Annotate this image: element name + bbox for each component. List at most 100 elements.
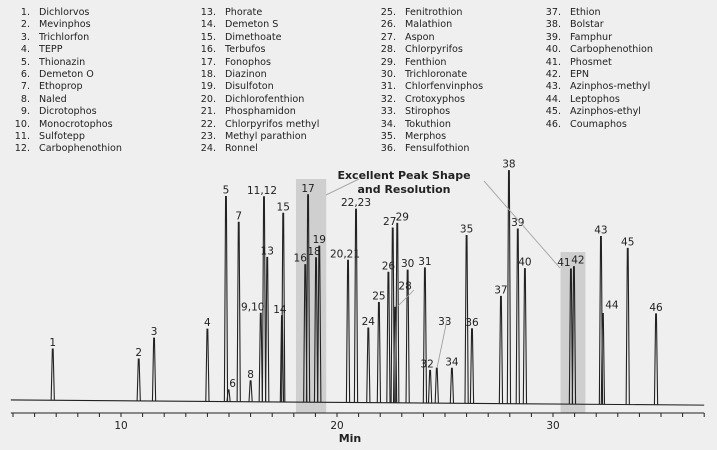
legend-number: 23. <box>200 130 216 142</box>
x-tick-label: 10 <box>114 420 127 432</box>
legend-compound-name: Crotoxyphos <box>405 93 466 105</box>
legend-column-2: 13. Phorate 14. Demeton S 15. Dimethoate 16. Te… <box>192 7 320 156</box>
peak-label: 22,23 <box>341 197 371 209</box>
peak-label: 36 <box>465 317 479 329</box>
legend-compound-name: Coumaphos <box>570 118 627 130</box>
legend-compound-name: Tokuthion <box>405 118 451 130</box>
legend-item: 36. Fensulfothion <box>372 143 483 155</box>
legend-item: 38. Bolstar <box>537 19 653 31</box>
legend-item: 1. Dichlorvos <box>6 7 122 19</box>
legend-item: 21. Phosphamidon <box>192 106 319 118</box>
legend-item: 39. Famphur <box>537 32 653 44</box>
legend-item: 26. Malathion <box>372 19 483 31</box>
peak-label: 43 <box>594 225 607 237</box>
compound-legend: 1. Dichlorvos 2. Mevinphos 3. Trichlorfon 4. TE… <box>0 0 717 160</box>
peak-30 <box>405 269 410 403</box>
legend-compound-name: Bolstar <box>570 19 604 31</box>
baseline <box>10 399 705 406</box>
legend-compound-name: Azinphos-ethyl <box>570 106 641 118</box>
peak-46 <box>653 313 659 405</box>
legend-compound-name: Sulfotepp <box>39 130 85 142</box>
legend-number: 14. <box>200 19 216 31</box>
peak-41 <box>568 268 574 405</box>
legend-number: 28. <box>380 44 396 56</box>
legend-item: 43. Azinphos-methyl <box>537 81 653 93</box>
legend-number: 13. <box>200 7 216 18</box>
peak-label: 44 <box>605 299 619 311</box>
legend-item: 34. Tokuthion <box>372 119 483 131</box>
peak-27 <box>390 227 395 403</box>
legend-item: 10. Monocrotophos <box>6 119 122 131</box>
peak-3 <box>151 337 157 402</box>
peak-label: 40 <box>518 257 531 269</box>
peak-label: 5 <box>223 185 230 197</box>
peak-22-23 <box>353 208 359 403</box>
peak-label: 15 <box>277 201 290 213</box>
legend-compound-name: Fenthion <box>405 56 447 68</box>
legend-compound-name: Chlorpyrifos methyl <box>225 118 320 130</box>
legend-item: 12. Carbophenothion <box>6 143 122 155</box>
peak-32 <box>427 369 433 404</box>
peak-5 <box>223 195 229 402</box>
peak-label: 17 <box>301 183 314 195</box>
legend-compound-name: Malathion <box>405 19 453 31</box>
legend-number: 34. <box>380 118 396 130</box>
peak-label: 30 <box>401 258 414 270</box>
legend-number: 27. <box>380 31 396 43</box>
legend-compound-name: Phorate <box>225 7 263 18</box>
peak-label: 9,10 <box>241 301 264 313</box>
peak-26 <box>386 271 391 403</box>
peak-33 <box>434 367 439 404</box>
legend-item: 20. Dichlorofenthion <box>192 94 319 106</box>
legend-compound-name: Aspon <box>405 31 435 43</box>
peak-label: 24 <box>362 316 376 328</box>
peak-label: 39 <box>511 217 524 229</box>
peak-31 <box>422 267 428 404</box>
legend-item: 23. Methyl parathion <box>192 131 319 143</box>
legend-item: 45. Azinphos-ethyl <box>537 106 653 118</box>
legend-compound-name: Chlorpyrifos <box>405 44 463 56</box>
legend-compound-name: Diazinon <box>225 68 267 80</box>
x-tick-label: 30 <box>546 420 559 432</box>
legend-number: 19. <box>200 81 216 93</box>
annotation-line-1: Excellent Peak Shape <box>337 169 470 182</box>
legend-item: 41. Phosmet <box>537 57 653 69</box>
legend-compound-name: Terbufos <box>225 44 266 56</box>
legend-item: 16. Terbufos <box>192 44 319 56</box>
legend-compound-name: Azinphos-methyl <box>570 81 651 93</box>
legend-compound-name: Trichlorfon <box>39 31 90 43</box>
peak-label: 16 <box>294 253 308 265</box>
peak-38 <box>506 170 512 404</box>
annotation-leader-2 <box>483 180 561 269</box>
legend-number: 37. <box>545 7 561 18</box>
legend-item: 37. Ethion <box>537 7 653 19</box>
legend-compound-name: Dicrotophos <box>39 106 97 118</box>
peak-label: 27 <box>383 216 396 228</box>
legend-compound-name: Fonophos <box>225 56 272 68</box>
legend-item: 33. Stirophos <box>372 106 483 118</box>
legend-number: 35. <box>380 130 396 142</box>
legend-number: 16. <box>200 44 216 56</box>
peak-42 <box>571 266 577 405</box>
legend-item: 28. Chlorpyrifos <box>372 44 483 56</box>
peak-17 <box>305 194 311 403</box>
x-tick-label: 20 <box>330 420 343 432</box>
legend-number: 20. <box>200 93 216 105</box>
legend-column-1: 1. Dichlorvos 2. Mevinphos 3. Trichlorfon 4. TE… <box>6 7 122 156</box>
legend-number: 2. <box>20 19 30 31</box>
legend-item: 27. Aspon <box>372 32 483 44</box>
legend-item: 32. Crotoxyphos <box>372 94 483 106</box>
legend-column-4: 37. Ethion 38. Bolstar 39. Famphur 40. Carbophe… <box>537 7 653 131</box>
legend-item: 30. Trichloronate <box>372 69 483 81</box>
legend-number: 38. <box>545 19 561 31</box>
legend-item: 17. Fonophos <box>192 57 319 69</box>
peak-40 <box>522 268 528 404</box>
legend-number: 9. <box>20 106 30 118</box>
legend-number: 42. <box>545 68 561 80</box>
peak-label: 4 <box>204 317 211 329</box>
legend-number: 1. <box>20 7 30 18</box>
legend-compound-name: Merphos <box>405 130 447 142</box>
legend-item: 25. Fenitrothion <box>372 7 483 19</box>
legend-number: 6. <box>20 68 30 80</box>
legend-compound-name: Thionazin <box>39 56 86 68</box>
